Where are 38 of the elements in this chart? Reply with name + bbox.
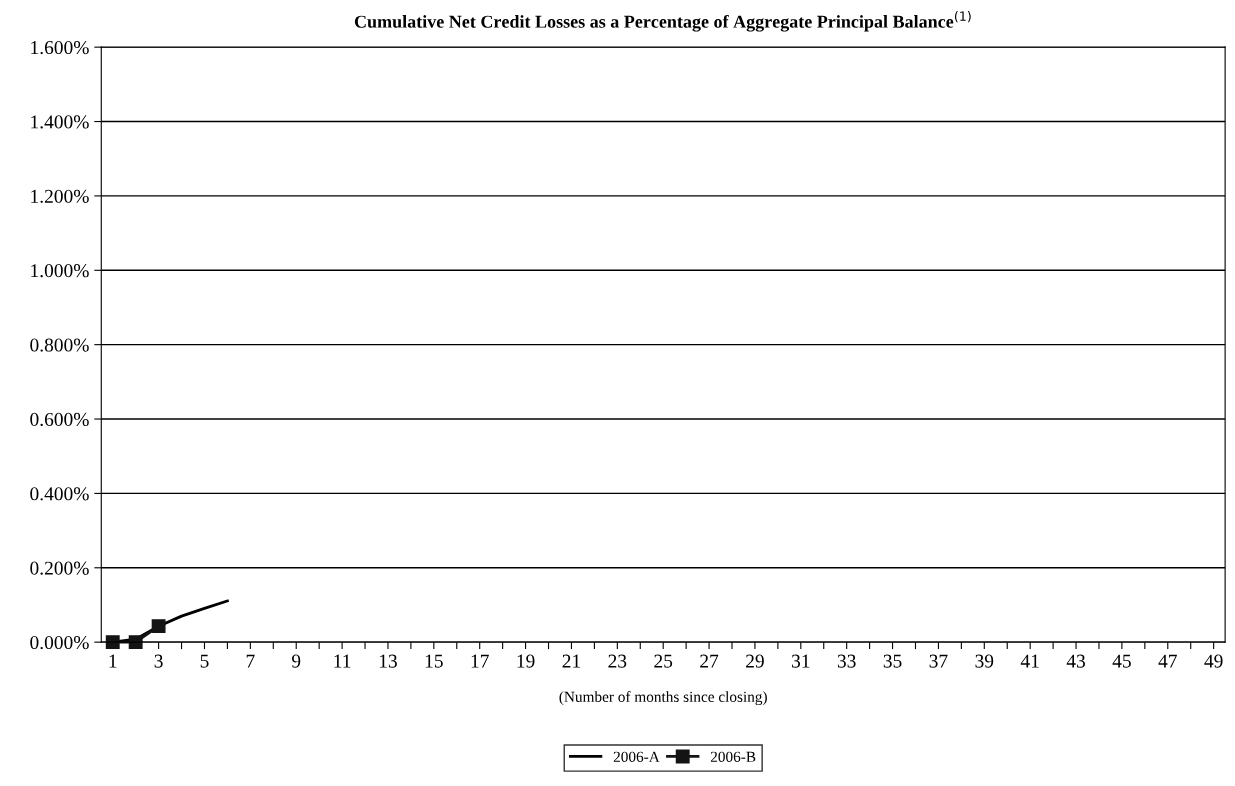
x-tick-label: 31: [792, 654, 810, 668]
y-tick-label: 0.400%: [30, 487, 89, 501]
x-tick-label: 3: [154, 654, 163, 668]
y-tick-label: 1.600%: [31, 40, 89, 55]
x-tick-label: 11: [334, 654, 351, 668]
x-tick-label: 33: [837, 654, 856, 668]
y-tick-label: 0.200%: [30, 561, 89, 575]
x-tick-label: 23: [608, 654, 627, 668]
x-tick-label: 49: [1204, 654, 1223, 668]
x-axis-title: (Number of months since closing): [559, 691, 767, 706]
x-tick-label: 17: [471, 654, 489, 668]
chart-title: Cumulative Net Credit Losses as a Percentage of Aggregate Principal Balance$^{(1)}$: [354, 11, 971, 32]
x-tick-label: 1: [109, 654, 117, 668]
y-tick-label: 1.000%: [31, 264, 89, 278]
x-tick-label: 5: [200, 654, 209, 668]
y-tick-label: 0.000%: [30, 635, 89, 650]
y-tick-label: 0.800%: [30, 338, 89, 352]
x-tick-label: 41: [1020, 654, 1039, 668]
x-tick-label: 21: [562, 654, 581, 668]
x-tick-label: 43: [1066, 654, 1085, 668]
x-tick-label: 45: [1112, 654, 1131, 668]
legend-label: 2006-B: [710, 751, 756, 762]
x-tick-label: 37: [929, 654, 948, 668]
x-tick-label: 13: [379, 654, 397, 668]
y-tick-label: 1.400%: [31, 115, 89, 129]
x-tick-label: 19: [517, 654, 535, 668]
x-tick-label: 47: [1158, 654, 1177, 668]
x-tick-label: 15: [425, 654, 443, 668]
x-tick-label: 9: [291, 654, 301, 668]
x-tick-label: 35: [883, 654, 902, 668]
x-tick-label: 27: [700, 654, 719, 668]
y-tick-label: 1.200%: [31, 189, 89, 203]
x-tick-label: 25: [654, 654, 673, 668]
y-tick-label: 0.600%: [30, 412, 89, 427]
x-tick-label: 39: [975, 654, 994, 668]
x-tick-label: 7: [246, 654, 255, 668]
x-tick-label: 29: [746, 654, 764, 668]
legend-label: 2006-A: [613, 751, 660, 762]
